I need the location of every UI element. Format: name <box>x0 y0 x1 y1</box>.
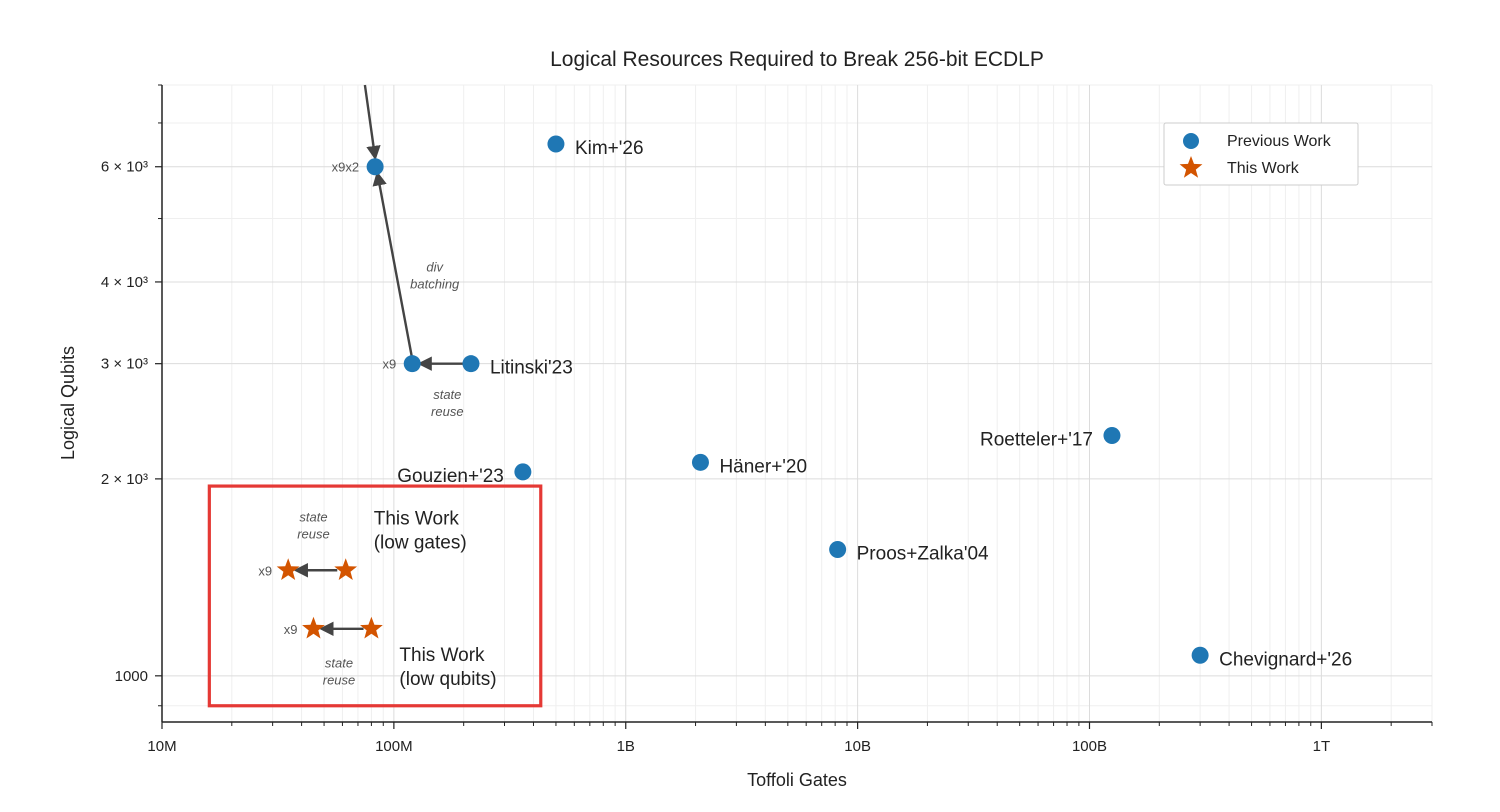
x-tick-label: 1B <box>617 738 635 755</box>
x-tick-label: 10M <box>147 738 176 755</box>
multiplier-label: x9 <box>382 357 396 372</box>
annotations: x9x2 x9 x9 x9 div batching state reuse state reus… <box>258 160 463 688</box>
x-tick-label: 100B <box>1072 738 1107 755</box>
previous-work-point <box>1191 646 1209 664</box>
previous-work-point <box>366 158 384 176</box>
x-axis-label: Toffoli Gates <box>747 770 847 790</box>
previous-work-point <box>462 355 480 373</box>
legend[interactable]: Previous Work This Work <box>1163 122 1359 186</box>
multiplier-label: x9 <box>258 563 272 578</box>
this-work-star <box>302 616 325 639</box>
note-label: div batching <box>410 259 460 291</box>
legend-entry-label: Previous Work <box>1227 133 1332 150</box>
this-work-star <box>360 616 383 639</box>
previous-work-point <box>1103 426 1121 444</box>
point-label: Chevignard+'26 <box>1219 649 1352 670</box>
point-label: Litinski'23 <box>490 358 573 379</box>
point-label: This Work (low qubits) <box>399 645 496 690</box>
x-tick-label: 10B <box>844 738 871 755</box>
note-label: state reuse <box>323 655 356 687</box>
note-label: state reuse <box>431 387 464 419</box>
previous-work-point <box>829 540 847 558</box>
arrows <box>293 84 464 636</box>
x-tick-label: 100M <box>375 738 413 755</box>
multiplier-label: x9 <box>284 622 298 637</box>
multiplier-label: x9x2 <box>332 160 359 175</box>
data-points: Kim+'26 Litinski'23 Gouzien+'23 Häner+'20 Pr… <box>276 135 1352 690</box>
ticks: 10M 100M 1B 10B 100B 1T 1000 2 × 10³ 3 × 10³ 4 × … <box>101 84 1433 755</box>
axes <box>161 85 1432 723</box>
highlight-box <box>207 484 543 708</box>
this-work-star <box>276 558 300 580</box>
note-label: state reuse <box>297 510 330 542</box>
point-label: Häner+'20 <box>719 456 807 477</box>
point-label: Gouzien+'23 <box>397 466 504 487</box>
previous-work-point <box>514 463 532 481</box>
highlight-rectangle <box>207 484 543 708</box>
previous-work-point <box>547 135 565 153</box>
legend-entry-label: This Work <box>1227 160 1300 177</box>
legend-frame <box>1163 122 1359 186</box>
y-tick-label: 1000 <box>115 668 148 685</box>
previous-work-point <box>691 453 709 471</box>
point-label: Kim+'26 <box>575 138 644 159</box>
chart-title: Logical Resources Required to Break 256-… <box>550 48 1044 71</box>
point-label: This Work (low gates) <box>374 508 467 553</box>
point-label: Roetteler+'17 <box>980 429 1093 450</box>
y-tick-label: 2 × 10³ <box>101 471 148 488</box>
this-work-star <box>334 558 358 580</box>
y-axis-label: Logical Qubits <box>58 346 78 460</box>
previous-work-point <box>403 355 421 373</box>
transition-arrow <box>363 84 381 161</box>
y-tick-label: 6 × 10³ <box>101 159 148 176</box>
x-tick-label: 1T <box>1313 738 1331 755</box>
y-tick-label: 4 × 10³ <box>101 274 148 291</box>
transition-arrow <box>372 171 414 360</box>
legend-star-marker <box>1179 156 1203 178</box>
y-tick-label: 3 × 10³ <box>101 356 148 373</box>
legend-circle-marker <box>1183 133 1199 149</box>
point-label: Proos+Zalka'04 <box>857 543 989 564</box>
